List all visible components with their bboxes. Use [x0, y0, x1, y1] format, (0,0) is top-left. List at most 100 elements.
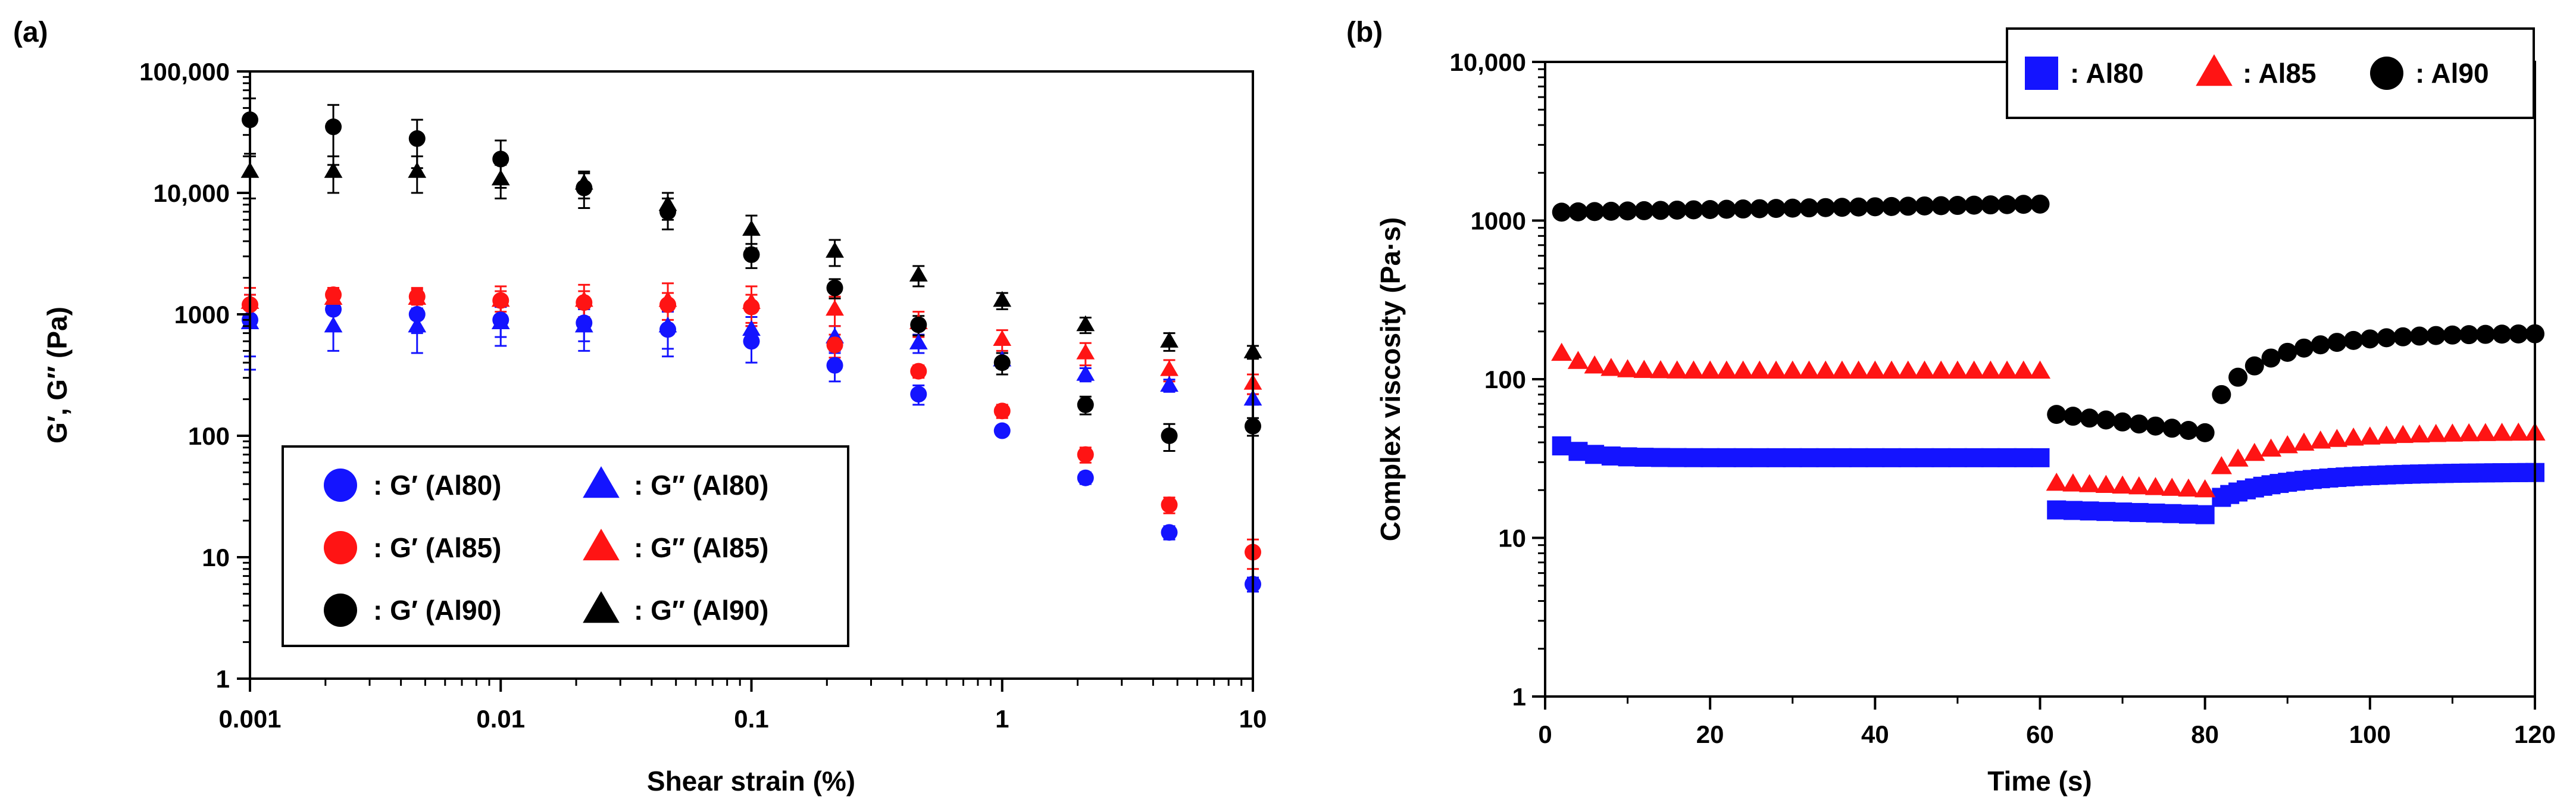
point-al90 [2113, 412, 2133, 432]
point-g-al90 [324, 162, 343, 178]
panel-a-x-tick-label: 1 [995, 705, 1009, 733]
point-g-al85 [1160, 360, 1178, 376]
panel-b-y-tick-label: 10 [1498, 524, 1526, 552]
point-al90 [1783, 198, 1802, 218]
point-al80 [1783, 448, 1802, 467]
point-g-al85 [910, 363, 927, 380]
point-g-al80 [826, 357, 843, 374]
panel-a-x-tick-label: 10 [1239, 705, 1267, 733]
legend-label-al80: : Al80 [2070, 58, 2144, 89]
point-al85 [1600, 358, 1622, 376]
point-al85 [2343, 427, 2364, 446]
point-al85 [2375, 425, 2397, 444]
point-al90 [2459, 325, 2479, 345]
point-g-al85 [408, 289, 427, 305]
point-g-al85 [826, 299, 844, 316]
point-al85 [2062, 473, 2084, 492]
panel-b-x-tick-label: 120 [2514, 720, 2556, 748]
point-al80 [1733, 448, 1753, 467]
panel-a-data-points [240, 111, 1262, 593]
point-al80 [2129, 502, 2149, 522]
point-al80 [1601, 446, 1621, 466]
point-al80 [1882, 448, 1902, 467]
legend-label-al90: : Al90 [2415, 58, 2489, 89]
point-g-al85 [993, 402, 1011, 420]
point-al90 [1684, 200, 1703, 220]
panel-a-y-tick-label: 1 [216, 665, 230, 693]
point-al80 [1667, 448, 1687, 467]
point-al85 [1881, 360, 1902, 379]
point-al85 [1947, 360, 1968, 379]
point-al90 [2063, 407, 2083, 426]
point-g-al90 [325, 118, 342, 136]
point-al90 [1799, 198, 1819, 218]
point-al80 [1651, 448, 1671, 467]
panel-b-legend: : Al80: Al85: Al90 [2006, 27, 2535, 119]
legend-marker-al90 [2370, 57, 2403, 90]
point-al90 [1700, 199, 1720, 219]
legend-label-g-al85: : G″ (Al85) [634, 532, 769, 563]
legend-marker-g-al85 [324, 531, 357, 564]
point-al85 [1765, 360, 1787, 379]
panel-a-chart: (a) 0.001 0.01 0.1 1 10 1 10 100 1000 10,000 100,0… [13, 17, 1267, 797]
point-al90 [2344, 330, 2364, 350]
point-al80 [2162, 504, 2182, 523]
point-al90 [2228, 367, 2248, 387]
point-g-al80 [408, 316, 427, 333]
point-al85 [2260, 438, 2282, 457]
point-al85 [2425, 424, 2447, 442]
panel-a-ticks: 0.001 0.01 0.1 1 10 1 10 100 1000 10,000 100,000 [139, 58, 1267, 733]
point-al85 [2194, 479, 2216, 498]
point-al90 [2377, 328, 2396, 348]
legend-label-g-al85: : G′ (Al85) [373, 532, 502, 563]
legend-marker-g-al80 [324, 469, 357, 502]
point-al90 [2146, 416, 2165, 436]
point-al80 [2146, 503, 2165, 523]
point-al90 [1552, 202, 1571, 222]
point-g-al90 [826, 279, 843, 296]
point-al80 [2195, 505, 2215, 524]
point-al85 [1930, 360, 1952, 379]
point-g-al85 [658, 291, 677, 307]
point-g-al90 [408, 162, 427, 178]
point-g-al85 [324, 289, 343, 305]
panel-b-x-tick-label: 0 [1538, 720, 1552, 748]
panel-a-y-axis-title: G′, G″ (Pa) [42, 307, 73, 444]
panel-a-y-tick-label: 10,000 [154, 179, 230, 207]
point-al90 [1651, 201, 1671, 220]
point-al80 [1981, 448, 2000, 467]
point-al90 [1717, 199, 1736, 219]
point-al80 [2014, 448, 2033, 467]
point-al90 [2311, 335, 2330, 355]
point-al85 [1897, 360, 1919, 379]
point-g-al85 [574, 291, 593, 307]
point-al85 [2458, 423, 2480, 442]
point-al90 [1601, 201, 1621, 221]
point-g-al80 [408, 306, 426, 323]
panel-a-y-tick-label: 10 [202, 544, 230, 571]
panel-a-y-tick-label: 100 [188, 422, 230, 450]
point-al90 [2509, 324, 2528, 343]
point-g-al80 [993, 422, 1011, 439]
panel-b-y-tick-label: 10,000 [1450, 48, 1526, 76]
point-g-al90 [910, 316, 927, 333]
point-g-al80 [324, 316, 343, 333]
point-al90 [2492, 324, 2512, 344]
point-al90 [2030, 194, 2050, 214]
point-al80 [1767, 448, 1786, 467]
point-al90 [1898, 196, 1918, 216]
point-al85 [2178, 478, 2199, 497]
point-al90 [1667, 200, 1687, 220]
point-g-al90 [492, 151, 509, 168]
point-al90 [2426, 326, 2446, 345]
point-al85 [1782, 360, 1803, 379]
point-g-al80 [910, 386, 927, 403]
point-al90 [1767, 199, 1786, 218]
point-al90 [2162, 419, 2182, 438]
point-al80 [1898, 448, 1918, 467]
point-al90 [2393, 327, 2413, 346]
point-al90 [1816, 198, 1836, 217]
point-al90 [2195, 423, 2215, 442]
point-al80 [1684, 448, 1703, 467]
legend-marker-g-al85 [583, 529, 620, 561]
